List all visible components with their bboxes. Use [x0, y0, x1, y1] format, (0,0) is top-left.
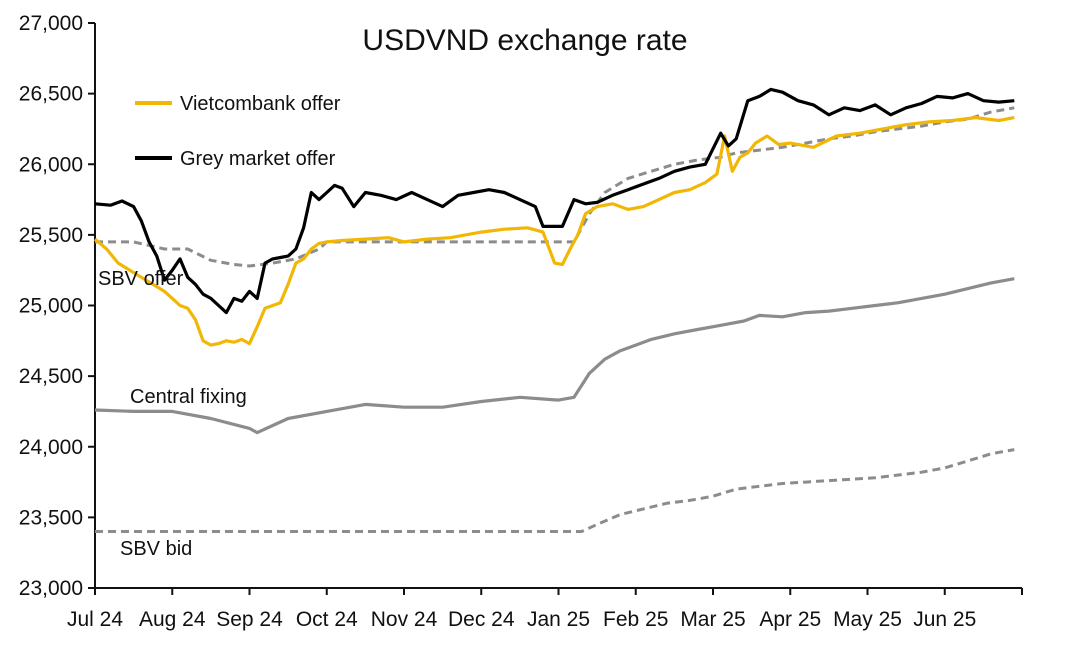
- x-tick-label: Jan 25: [527, 608, 590, 631]
- y-tick-label: 24,500: [19, 365, 83, 388]
- y-tick-label: 24,000: [19, 436, 83, 459]
- series-annotations: SBV offer Central fixing SBV bid: [98, 268, 247, 560]
- x-tick-label: Dec 24: [448, 608, 515, 631]
- y-axis-ticks: 23,000 23,500 24,000 24,500 25,000 25,500 26,0…: [19, 12, 95, 600]
- x-tick-label: May 25: [833, 608, 902, 631]
- legend: Vietcombank offer Grey market offer: [135, 93, 341, 170]
- y-tick-label: 26,000: [19, 153, 83, 176]
- x-tick-label: Apr 25: [759, 608, 821, 631]
- series-lines: [93, 87, 1015, 533]
- y-tick-label: 23,500: [19, 506, 83, 529]
- series-line-sbv-bid: [95, 448, 1015, 533]
- x-tick-label: Nov 24: [371, 608, 438, 631]
- x-tick-label: Sep 24: [216, 608, 283, 631]
- y-tick-label: 25,000: [19, 295, 83, 318]
- series-line-grey-market-offer: [94, 87, 1015, 315]
- annotation-label: SBV bid: [120, 538, 192, 560]
- x-axis-ticks: Jul 24 Aug 24 Sep 24 Oct 24 Nov 24 Dec 24 Jan …: [67, 588, 1023, 631]
- x-tick-label: Aug 24: [139, 608, 206, 631]
- x-tick-label: Feb 25: [603, 608, 668, 631]
- x-tick-label: Jul 24: [67, 608, 123, 631]
- y-tick-label: 26,500: [19, 83, 83, 106]
- series-line-vietcombank-offer: [93, 115, 1015, 347]
- chart-title: USDVND exchange rate: [362, 24, 687, 57]
- y-tick-label: 25,500: [19, 224, 83, 247]
- x-tick-label: Jun 25: [913, 608, 976, 631]
- x-tick-label: Oct 24: [296, 608, 358, 631]
- annotation-label: SBV offer: [98, 268, 184, 290]
- x-tick-label: Mar 25: [680, 608, 745, 631]
- series-line-central-fixing: [94, 277, 1015, 435]
- legend-label: Grey market offer: [180, 148, 336, 170]
- y-tick-label: 23,000: [19, 577, 83, 600]
- y-tick-label: 27,000: [19, 12, 83, 35]
- legend-label: Vietcombank offer: [180, 93, 341, 115]
- annotation-label: Central fixing: [130, 386, 247, 408]
